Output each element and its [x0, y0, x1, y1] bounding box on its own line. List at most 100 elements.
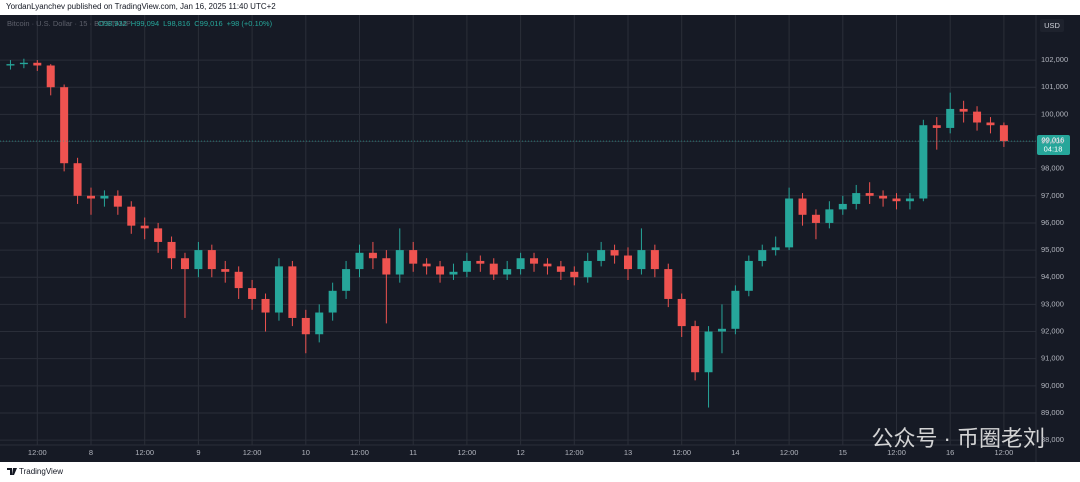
candle-body	[516, 258, 525, 270]
y-tick-label: 99,000	[1041, 136, 1064, 145]
candle-body	[530, 258, 539, 264]
candle-body	[597, 250, 606, 261]
x-tick-label: 12	[516, 448, 524, 457]
candle-body	[838, 203, 847, 210]
candle-body	[60, 87, 69, 164]
y-tick-label: 98,000	[1041, 164, 1064, 173]
y-tick-label: 94,000	[1041, 272, 1064, 281]
candles	[0, 58, 1036, 408]
y-tick-label: 88,000	[1041, 435, 1064, 444]
candle-body	[785, 198, 794, 248]
candle-body	[731, 290, 740, 329]
x-tick-label: 12:00	[672, 448, 691, 457]
candle-body	[234, 271, 243, 289]
last-price-label: 99,016	[1042, 135, 1065, 144]
candle-body	[87, 195, 95, 199]
ohlc-value: +98 (+0.10%)	[227, 19, 273, 28]
grid	[0, 15, 1036, 445]
currency-box	[1040, 19, 1064, 32]
candle-body	[355, 252, 364, 270]
x-tick-label: 12:00	[780, 448, 799, 457]
candle-body	[127, 206, 136, 226]
x-tick-label: 12:00	[887, 448, 906, 457]
x-tick-label: 11	[409, 448, 417, 457]
candle-body	[476, 260, 485, 264]
y-tick-label: 96,000	[1041, 218, 1064, 227]
plot-background	[0, 15, 1080, 462]
candle-body	[409, 250, 418, 264]
candle-body	[919, 125, 928, 199]
x-tick-label: 14	[731, 448, 739, 457]
candle-body	[583, 260, 592, 278]
ohlc-value: H99,094	[131, 19, 159, 28]
candle-body	[932, 125, 941, 128]
ohlc-value: O98,932	[98, 19, 127, 28]
x-tick-label: 12:00	[135, 448, 154, 457]
ohlc-legend: O98,932 H99,094 L98,816 C99,016 +98 (+0.10%)	[98, 19, 273, 28]
countdown: 04:18	[1044, 144, 1063, 153]
candle-body	[449, 271, 458, 275]
candle-body	[624, 255, 632, 270]
candle-body	[744, 260, 753, 291]
candle-body	[462, 260, 471, 272]
candle-body	[892, 198, 901, 202]
candle-body	[436, 266, 445, 275]
candle-body	[691, 326, 700, 373]
candle-body	[879, 195, 888, 199]
y-tick-label: 89,000	[1041, 408, 1064, 417]
candle-body	[221, 269, 230, 272]
candle-body	[825, 209, 834, 223]
candle-body	[180, 258, 189, 270]
candle-body	[207, 250, 216, 270]
candle-body	[798, 198, 807, 215]
candle-body	[368, 252, 377, 259]
x-tick-label: 13	[624, 448, 632, 457]
x-tick-label: 12:00	[458, 448, 477, 457]
candle-body	[395, 250, 404, 275]
y-tick-label: 90,000	[1041, 381, 1064, 390]
candle-body	[113, 195, 122, 207]
candle-body	[73, 163, 82, 196]
candle-body	[100, 195, 109, 199]
y-tick-label: 101,000	[1041, 82, 1068, 91]
candle-body	[328, 290, 337, 313]
candle-body	[852, 193, 861, 204]
x-tick-label: 12:00	[28, 448, 47, 457]
candle-body	[154, 228, 163, 242]
candle-body	[140, 225, 149, 229]
candle-body	[999, 125, 1008, 142]
candle-body	[570, 271, 579, 278]
candle-body	[637, 250, 646, 270]
x-tick-label: 9	[196, 448, 200, 457]
header: YordanLyanchev published on TradingView.…	[6, 2, 276, 11]
last-price-box	[1037, 135, 1070, 155]
candle-body	[342, 269, 351, 291]
candle-body	[503, 269, 512, 275]
x-tick-label: 12:00	[995, 448, 1014, 457]
candle-body	[19, 62, 28, 65]
y-tick-label: 100,000	[1041, 109, 1068, 118]
y-tick-label: 95,000	[1041, 245, 1064, 254]
x-tick-label: 10	[302, 448, 310, 457]
candle-body	[610, 250, 619, 256]
y-tick-label: 91,000	[1041, 354, 1064, 363]
candle-body	[274, 266, 283, 313]
candle-body	[650, 250, 659, 270]
y-tick-label: 92,000	[1041, 327, 1064, 336]
candle-body	[6, 64, 15, 66]
logo	[7, 468, 17, 475]
candle-body	[315, 312, 324, 335]
candle-body	[811, 214, 820, 223]
x-tick-label: 12:00	[350, 448, 369, 457]
candle-body	[758, 250, 767, 261]
candle-body	[382, 258, 391, 275]
candle-body	[167, 241, 176, 259]
y-tick-label: 97,000	[1041, 191, 1064, 200]
candle-body	[986, 122, 995, 126]
x-tick-label: 15	[839, 448, 847, 457]
symbol: Bitcoin · U.S. Dollar · 15 · BITSTAMP	[7, 19, 131, 28]
candle-body	[288, 266, 297, 318]
x-tick-label: 12:00	[565, 448, 584, 457]
candle-body	[33, 62, 42, 66]
